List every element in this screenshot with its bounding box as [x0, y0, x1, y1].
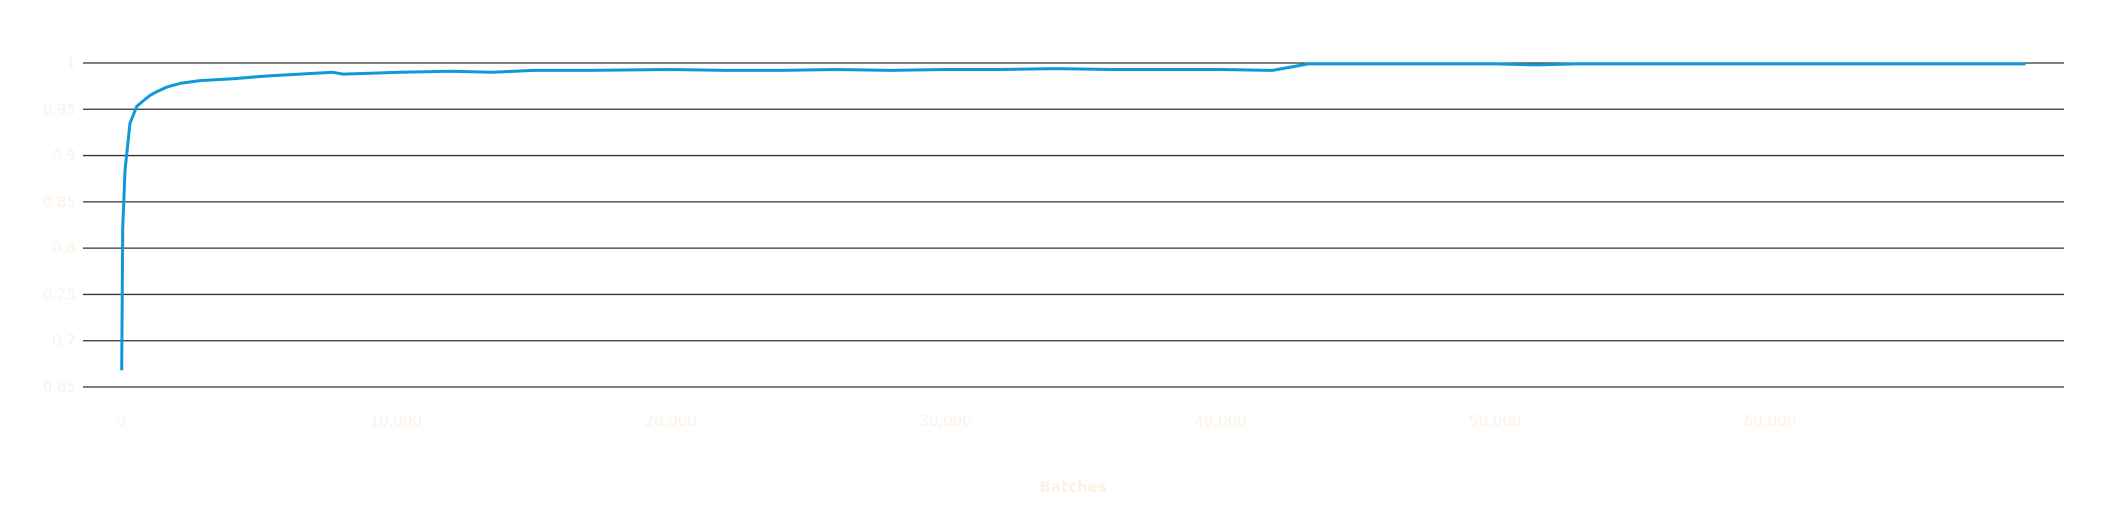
y-tick-label: 0.8	[52, 239, 76, 257]
x-tick-label: 50,000	[1469, 412, 1522, 430]
y-tick-label: 0.95	[43, 100, 76, 118]
y-tick-label: 0.85	[43, 193, 76, 211]
x-tick-label: 40,000	[1194, 412, 1247, 430]
x-axis-label: Batches	[1039, 478, 1106, 496]
gridlines	[83, 62, 2064, 388]
y-tick-label: 0.65	[43, 378, 76, 396]
y-tick-label: 1	[66, 54, 76, 72]
x-axis-ticks: 0 10,000 20,000 30,000 40,000 50,000 60,000	[116, 412, 1796, 430]
x-tick-label: 60,000	[1744, 412, 1797, 430]
y-axis-ticks: 0.65 0.7 0.75 0.8 0.85 0.9 0.95 1	[43, 54, 76, 396]
x-tick-label: 10,000	[370, 412, 423, 430]
series-line	[120, 62, 2026, 371]
x-tick-label: 20,000	[644, 412, 697, 430]
x-tick-label: 0	[116, 412, 126, 430]
y-tick-label: 0.7	[52, 332, 76, 350]
x-tick-label: 30,000	[919, 412, 972, 430]
y-tick-label: 0.9	[52, 147, 76, 165]
y-tick-label: 0.75	[43, 285, 76, 303]
